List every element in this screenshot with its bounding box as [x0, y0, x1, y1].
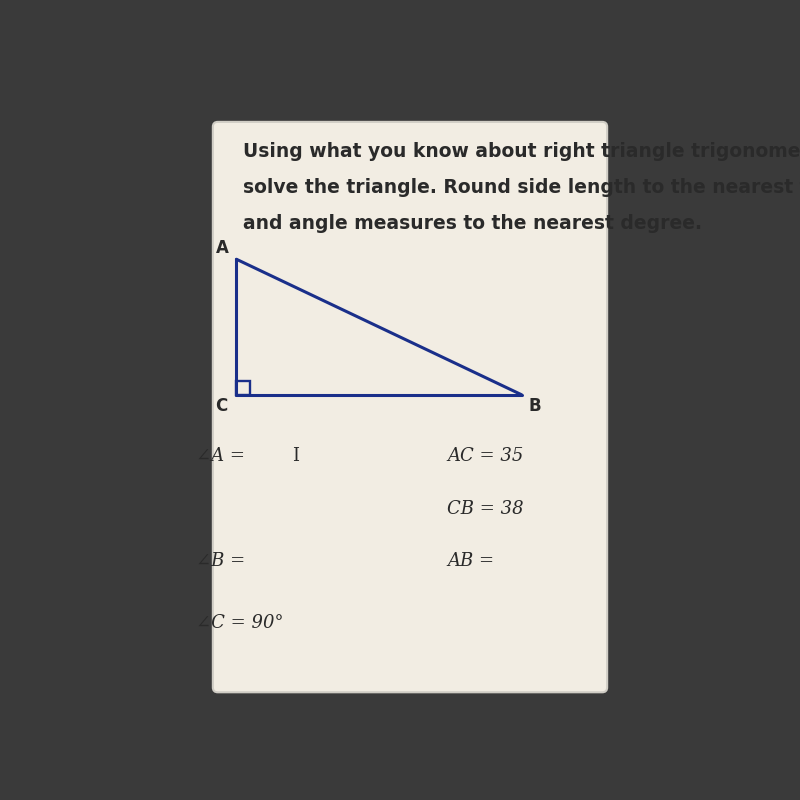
- Text: Using what you know about right triangle trigonometry,: Using what you know about right triangle…: [242, 142, 800, 161]
- FancyBboxPatch shape: [213, 122, 607, 692]
- Text: AB =: AB =: [447, 552, 494, 570]
- Text: ∠C = 90°: ∠C = 90°: [196, 614, 284, 632]
- Text: A: A: [216, 239, 229, 257]
- Text: CB = 38: CB = 38: [447, 500, 524, 518]
- Text: ∠B =: ∠B =: [196, 552, 246, 570]
- Text: ∠A =: ∠A =: [196, 447, 245, 466]
- Text: AC = 35: AC = 35: [447, 447, 523, 466]
- Text: C: C: [214, 397, 227, 415]
- Text: and angle measures to the nearest degree.: and angle measures to the nearest degree…: [242, 214, 702, 233]
- Text: solve the triangle. Round side length to the nearest tenth: solve the triangle. Round side length to…: [242, 178, 800, 197]
- Text: B: B: [529, 397, 542, 415]
- Text: I: I: [292, 447, 299, 466]
